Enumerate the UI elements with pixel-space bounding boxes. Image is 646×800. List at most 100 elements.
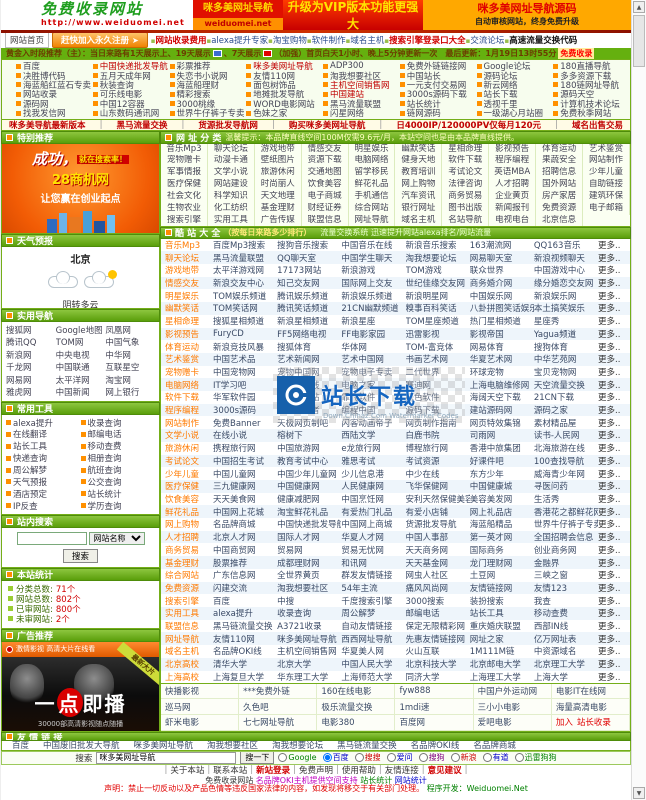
coolsite-category[interactable]: 星相命理 [165,317,200,328]
coolsite-link[interactable]: 中国网上商城 [341,520,393,531]
more-link[interactable]: 更多.. [598,367,621,378]
top-link[interactable]: 百度 [23,62,41,71]
coolsite-link[interactable]: 周公解梦 [341,609,376,620]
meta-search-input[interactable] [96,751,237,764]
quicknav-link[interactable]: 中国新闻 [55,388,90,399]
nav-link[interactable]: 高速流量交换代码 [509,36,578,47]
coolsite-link[interactable]: 主机空间销售网 [277,647,337,658]
coolsite-link[interactable]: 读书-人民网 [533,431,580,442]
coolsite-link[interactable]: 华夏人才网 [341,533,384,544]
friend-site-link[interactable]: 1mdi速 [399,702,430,713]
coolsite-category[interactable]: 电脑网络 [165,380,200,391]
coolsite-link[interactable]: 淘我想要论坛 [405,253,457,264]
category-link[interactable]: 天文地理 [255,190,302,203]
category-link[interactable]: 电脑网络 [349,155,396,168]
coolsite-link[interactable]: 北京科技大学 [405,660,457,671]
promo-link[interactable]: 黑马流量交换 [116,120,168,131]
coolsite-link[interactable]: FuryCD [213,328,244,339]
coolsite-link[interactable]: 网易体育 [469,342,504,353]
more-link[interactable]: 更多.. [598,609,621,620]
coolsite-link[interactable]: 飞华保健网 [405,482,449,493]
quicknav-link[interactable]: 太平洋网 [55,375,90,386]
coolsite-link[interactable]: TOM笑话网 [213,304,258,315]
footer-link[interactable]: 意见建议 [427,766,462,775]
banner-vip[interactable]: 升级为VIP版本功能更强大 [283,0,423,31]
top-link[interactable]: 站长下载 [483,90,518,99]
top-link[interactable]: 中国建站 [330,90,365,99]
category-link[interactable]: 企业黄页 [489,190,537,203]
engine-radio[interactable] [354,753,364,763]
coolsite-link[interactable]: 黑马流量联盟 [213,253,265,264]
category-link[interactable]: 资源下载 [302,155,349,168]
coolsite-link[interactable]: 二代世界 [406,366,470,378]
category-link[interactable]: 人才招聘 [489,179,537,191]
category-link[interactable]: 基金理财 [255,202,302,215]
coolsite-link[interactable]: 网页制作指南 [405,418,457,429]
tool-link[interactable]: 站长工具 [6,440,81,452]
top-link[interactable]: 海蓝船红蓝石专卖 [23,80,92,90]
category-link[interactable]: 医疗保健 [161,179,208,191]
coolsite-link[interactable]: 天天商务网 [405,545,449,556]
coolsite-link[interactable]: 天空流量交换 [533,380,585,391]
category-link[interactable]: 域名主机 [395,214,443,226]
scrollbar[interactable]: ▲ ▼ [631,0,646,800]
more-link[interactable]: 更多.. [598,456,621,467]
engine-option[interactable]: 百度 [322,752,349,763]
category-link[interactable]: 科学知识 [208,190,255,203]
join-button[interactable]: 赶快加入永久注册 ➤ [52,32,148,48]
top-link[interactable]: 色妹之家 [253,109,288,118]
engine-option[interactable]: 搜狗 [418,752,445,763]
coolsite-link[interactable]: 司雨网 [469,431,496,442]
coolsite-link[interactable]: 淘我想要社区 [277,583,329,594]
promo-link[interactable]: 日4000IP/120000PV仅每月120元 [396,120,542,131]
coolsite-link[interactable]: 新浪音乐搜索 [405,240,457,251]
coolsite-link[interactable]: 白鹿书院 [405,431,440,442]
coolsite-link[interactable]: 百度 [213,596,231,607]
category-link[interactable]: 网站制作 [583,155,630,168]
category-link[interactable]: 汽车资讯 [395,190,443,203]
friend-site-link[interactable]: 电影IT在线网 [555,686,607,697]
coolsite-link[interactable]: 新浪游戏 [341,266,376,277]
category-link[interactable]: 名站导航 [442,214,490,226]
category-link[interactable]: 情感交友 [302,143,349,156]
quicknav-link[interactable]: 千龙网 [6,363,32,374]
top-link[interactable]: 中国站长 [406,71,441,81]
coolsite-link[interactable]: 黑马链流量交换 [213,622,273,633]
top-link[interactable]: 计算机技术论坛 [560,99,620,109]
coolsite-category[interactable]: 北京高校 [165,660,200,671]
coolsite-link[interactable]: 有爱热门礼品 [341,507,393,518]
more-link[interactable]: 更多.. [598,393,621,404]
nav-link[interactable]: 搜索引擎登录口大全 [389,36,466,47]
coolsite-link[interactable]: 在线小说 [213,431,248,442]
coolsite-link[interactable]: 免费Banner [213,418,261,429]
category-link[interactable]: 生物农业 [161,202,208,215]
category-link[interactable]: 聊天论坛 [208,143,255,156]
coolsite-link[interactable]: alexa提升 [213,609,253,620]
coolsite-link[interactable]: 中华艺苑网 [533,355,577,366]
coolsite-category[interactable]: 艺术鉴赏 [165,355,200,366]
coolsite-link[interactable]: 新浪交友中心 [213,279,265,290]
coolsite-link[interactable]: 100查找导航 [533,456,585,467]
tool-link[interactable]: 收录查询 [80,417,156,428]
category-link[interactable]: 图书出版 [442,202,490,215]
scroll-down-arrow-icon[interactable]: ▼ [633,787,645,799]
more-link[interactable]: 更多.. [598,571,621,582]
top-link[interactable]: 主机空间销售网 [330,80,390,90]
coolsite-category[interactable]: 聊天论坛 [165,253,200,264]
top-link[interactable]: WORD电影网站 [253,99,315,109]
coolsite-link[interactable]: 清华大学 [213,660,248,671]
coolsite-link[interactable]: 第一英才网 [469,533,513,544]
coolsite-link[interactable]: 我查 [533,596,551,607]
coolsite-link[interactable]: QQ聊天室 [277,253,317,264]
promo-link[interactable]: 域名出售交易 [571,120,623,131]
coolsite-link[interactable]: 榕树下 [277,431,303,442]
category-link[interactable]: 体育运动 [536,143,584,156]
more-link[interactable]: 更多.. [598,495,621,505]
more-link[interactable]: 更多.. [598,304,621,315]
friend-site-link[interactable]: ***免费外链 [243,686,290,697]
coolsite-link[interactable]: 教育考试中心 [277,456,329,467]
more-link[interactable]: 更多.. [598,380,621,391]
category-link[interactable]: 电子商城 [302,190,349,203]
category-link[interactable]: 财经证券 [302,202,349,215]
coolsite-link[interactable]: 天极网页制吧 [277,418,329,429]
